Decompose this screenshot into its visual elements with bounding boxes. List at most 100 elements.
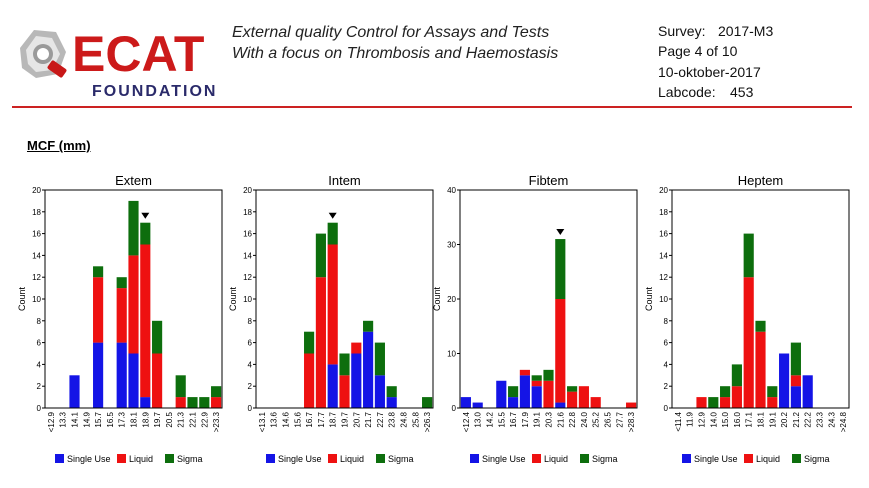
bar-segment <box>755 331 766 408</box>
x-tick-label: >23.3 <box>212 411 221 432</box>
bar-segment <box>211 386 222 398</box>
bar-segment <box>116 277 127 289</box>
x-tick-label: 18.7 <box>329 411 338 427</box>
chart-legend: Single Use Liquid Sigma <box>470 454 618 464</box>
y-tick-label: 14 <box>243 251 252 260</box>
x-tick-label: 14.6 <box>282 411 291 427</box>
legend-swatch <box>532 454 541 463</box>
legend-swatch <box>55 454 64 463</box>
legend-label: Sigma <box>177 454 203 464</box>
legend-label: Sigma <box>592 454 618 464</box>
x-tick-label: 20.2 <box>780 411 789 427</box>
legend-label: Single Use <box>278 454 322 464</box>
bar-segment <box>743 277 754 408</box>
bar-segment <box>555 299 566 403</box>
bar-segment <box>304 331 315 354</box>
y-tick-label: 2 <box>664 382 669 391</box>
y-tick-label: 18 <box>243 208 252 217</box>
chart-title: Heptem <box>738 173 784 188</box>
x-tick-label: 17.3 <box>118 411 127 427</box>
bar-segment <box>93 266 104 278</box>
bar-segment <box>116 342 127 408</box>
y-tick-label: 0 <box>664 404 669 413</box>
bar-segment <box>567 386 578 392</box>
x-tick-label: 16.7 <box>305 411 314 427</box>
y-tick-label: 4 <box>664 360 669 369</box>
x-tick-label: 25.8 <box>411 411 420 427</box>
y-tick-label: 20 <box>243 186 252 195</box>
logo-emblem-icon <box>20 30 67 78</box>
bar-segment <box>720 386 731 398</box>
page-info-text: Page 4 of 10 <box>658 43 738 59</box>
bar-segment <box>555 402 566 408</box>
legend-swatch <box>117 454 126 463</box>
x-tick-label: 27.7 <box>615 411 624 427</box>
bar-segment <box>327 222 338 245</box>
y-axis-label: Count <box>644 287 654 312</box>
legend-swatch <box>580 454 589 463</box>
bar-segment <box>374 342 385 376</box>
chart-title: Fibtem <box>529 173 569 188</box>
x-tick-label: 22.2 <box>804 411 813 427</box>
x-tick-label: 13.0 <box>474 411 483 427</box>
x-tick-label: 14.2 <box>486 411 495 427</box>
x-tick-label: >26.3 <box>423 411 432 432</box>
x-tick-label: <12.4 <box>462 411 471 432</box>
ecat-logo: ECAT FOUNDATION <box>20 26 215 100</box>
bar-segment <box>531 380 542 387</box>
x-tick-label: 19.7 <box>153 411 162 427</box>
x-tick-label: 14.1 <box>71 411 80 427</box>
legend-swatch <box>266 454 275 463</box>
legend-swatch <box>328 454 337 463</box>
y-tick-label: 14 <box>659 251 668 260</box>
x-tick-label: 24.3 <box>827 411 836 427</box>
chart-legend: Single Use Liquid Sigma <box>55 454 203 464</box>
y-tick-label: 18 <box>32 208 41 217</box>
bar-segment <box>731 364 742 387</box>
bar-segment <box>720 397 731 408</box>
bar-segment <box>386 397 397 408</box>
bar-segment <box>175 375 186 398</box>
y-tick-label: 30 <box>447 241 456 250</box>
bar-segment <box>363 320 374 332</box>
x-tick-label: 12.9 <box>698 411 707 427</box>
x-tick-label: 21.3 <box>177 411 186 427</box>
bar-segment <box>128 353 139 408</box>
x-tick-label: 17.1 <box>745 411 754 427</box>
x-tick-label: 13.3 <box>59 411 68 427</box>
bar-segment <box>767 386 778 398</box>
y-tick-label: 20 <box>659 186 668 195</box>
x-tick-label: 22.1 <box>189 411 198 427</box>
bar-segment <box>128 200 139 256</box>
bar-segment <box>152 353 163 408</box>
bar-segment <box>175 397 186 408</box>
x-tick-label: <11.4 <box>674 411 683 431</box>
bar-segment <box>543 369 554 381</box>
x-tick-label: 21.7 <box>364 411 373 427</box>
bar-segment <box>187 397 198 408</box>
x-tick-label: 22.8 <box>568 411 577 427</box>
median-marker <box>556 229 565 236</box>
labcode-label: Labcode: <box>658 84 716 100</box>
x-tick-label: 11.9 <box>686 411 695 427</box>
chart-2: Fibtem Count 0 10 20 30 40 <12.4 13.0 14.2 15.5 16.… <box>432 173 638 464</box>
plot-frame <box>459 189 638 409</box>
bar-segment <box>767 397 778 408</box>
bar-segment <box>696 397 707 408</box>
x-tick-label: 20.3 <box>545 411 554 427</box>
y-tick-label: 40 <box>447 186 456 195</box>
y-axis-label: Count <box>17 287 27 312</box>
bar-segment <box>508 386 519 398</box>
legend-label: Sigma <box>388 454 414 464</box>
y-tick-label: 4 <box>248 360 253 369</box>
plot-frame <box>671 189 850 409</box>
chart-3: Heptem Count 0 2 4 6 8 10 12 14 16 18 20 <11.4 11.9 12.… <box>644 173 850 464</box>
legend-swatch <box>165 454 174 463</box>
bar-segment <box>519 375 530 408</box>
bar-segment <box>351 342 362 354</box>
bar-segment <box>315 233 326 278</box>
y-tick-label: 10 <box>243 295 252 304</box>
y-tick-label: 6 <box>248 339 253 348</box>
y-tick-label: 8 <box>664 317 669 326</box>
x-tick-label: 23.8 <box>388 411 397 427</box>
